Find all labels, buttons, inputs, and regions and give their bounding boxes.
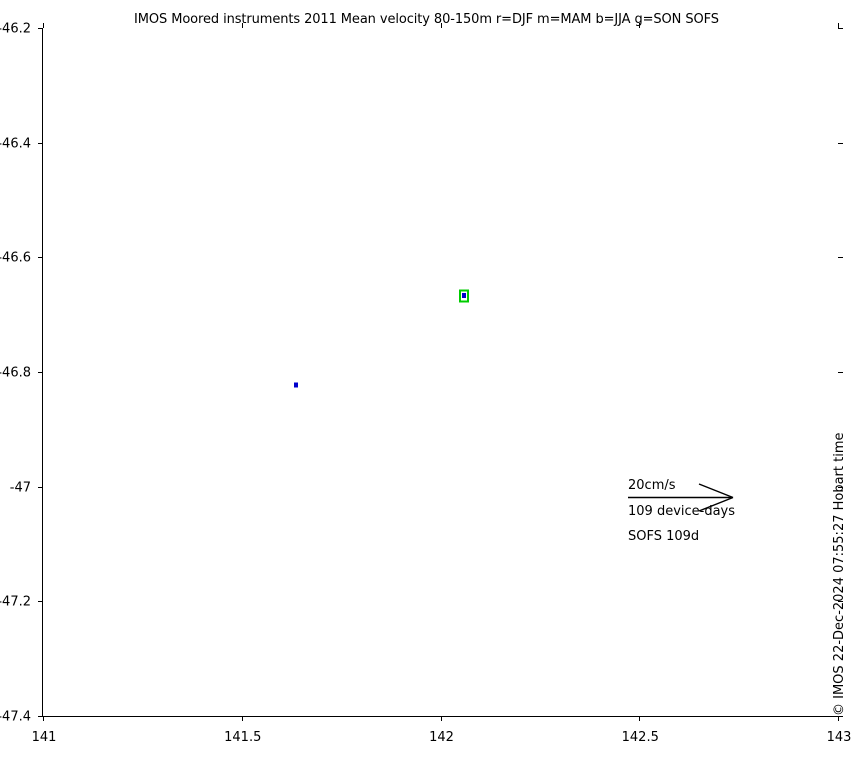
x-tick-label: 142 <box>429 730 454 745</box>
x-tick-mark: 142 <box>429 716 454 745</box>
y-tick-mark-right <box>838 257 843 259</box>
data-point-son <box>458 289 469 303</box>
x-tick-mark-top <box>440 23 442 28</box>
y-tick-mark: -47 <box>10 480 43 495</box>
page-title: IMOS Moored instruments 2011 Mean veloci… <box>134 12 719 27</box>
y-tick-mark: -47.4 <box>0 710 43 725</box>
x-tick-label: 143 <box>826 730 852 745</box>
y-tick-label: -46.6 <box>0 250 31 266</box>
y-tick-mark-right <box>838 28 843 29</box>
x-tick-mark-top <box>639 23 641 28</box>
y-tick-label: -47 <box>9 480 31 496</box>
y-tick-label: -46.8 <box>0 365 31 381</box>
scale-duration-label: 109 device-days <box>628 504 736 519</box>
y-tick-mark-right <box>838 716 843 717</box>
y-tick-mark-right <box>838 486 843 488</box>
y-tick-mark-right <box>838 142 843 144</box>
y-tick-mark-right <box>838 372 843 373</box>
data-point-son-centre <box>461 293 466 299</box>
y-tick-mark: -46.8 <box>0 366 43 381</box>
y-tick-label: -47.2 <box>0 594 31 610</box>
x-tick-label: 141 <box>31 730 57 745</box>
y-tick-mark: -46.2 <box>0 22 43 37</box>
data-point-jja <box>294 382 299 388</box>
y-tick-mark: -47.2 <box>0 595 43 610</box>
x-tick-mark: 143 <box>827 716 851 745</box>
y-tick-label: -46.4 <box>0 136 31 152</box>
x-tick-mark-top <box>838 23 839 28</box>
scale-speed-label: 20cm/s <box>628 478 676 493</box>
x-tick-mark: 142.5 <box>622 716 659 745</box>
x-tick-mark-top <box>43 23 44 28</box>
x-tick-label: 142.5 <box>621 730 659 745</box>
right-arrow-icon <box>628 483 734 512</box>
x-tick-mark-top <box>241 23 243 28</box>
y-tick-label: -47.4 <box>0 709 31 725</box>
x-tick-mark: 141 <box>32 716 56 745</box>
site-label: SOFS 109d <box>628 529 700 544</box>
y-tick-mark: -46.6 <box>0 251 43 266</box>
y-tick-mark-right <box>838 601 843 603</box>
x-tick-mark: 141.5 <box>224 716 261 745</box>
copyright-text: © IMOS 22-Dec-2024 07:55:27 Hobart time <box>832 432 847 716</box>
scale-key: 20cm/s 109 device-days SOFS 109d <box>628 478 758 550</box>
plot-area: -46.2 -46.4 -46.6 -46.8 -47 -47.2 -47.4 … <box>0 22 851 746</box>
x-tick-label: 141.5 <box>224 730 262 745</box>
y-tick-mark: -46.4 <box>0 136 43 151</box>
y-tick-label: -46.2 <box>0 21 31 37</box>
